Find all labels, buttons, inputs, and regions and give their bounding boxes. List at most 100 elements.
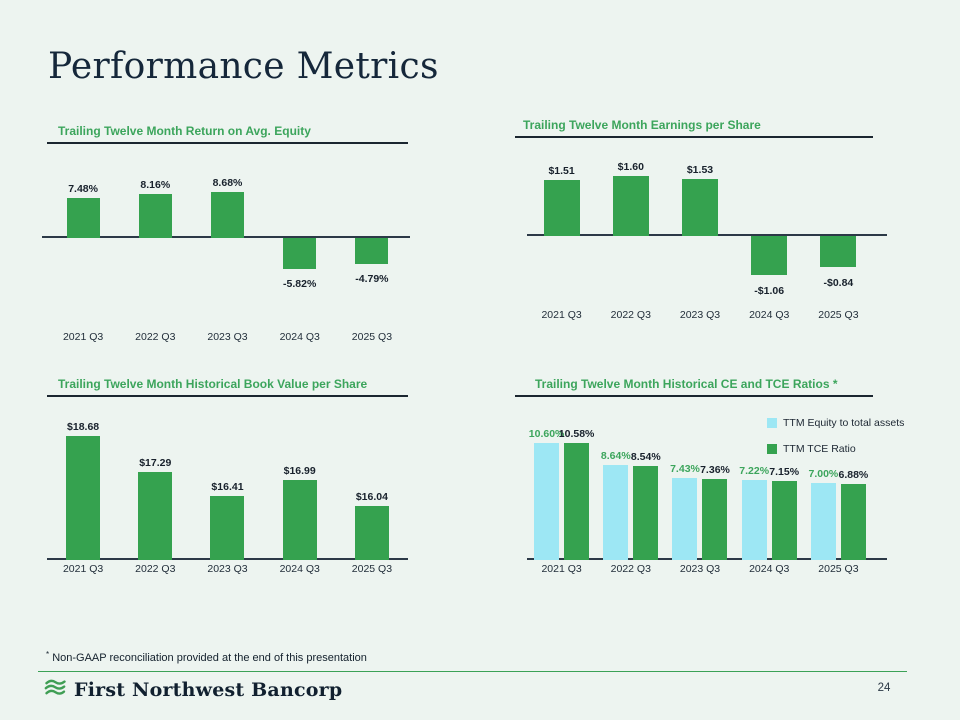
chart-panel-ce-tce-ratios: Trailing Twelve Month Historical CE and … [515, 377, 904, 575]
category-label: 2025 Q3 [351, 563, 393, 575]
category-label: 2021 Q3 [541, 309, 582, 321]
value-label: 7.36% [700, 464, 730, 476]
value-label: 7.15% [769, 466, 800, 478]
value-label: $1.51 [548, 165, 575, 177]
footnote: * Non-GAAP reconciliation provided at th… [46, 650, 367, 664]
footnote-text: Non-GAAP reconciliation provided at the … [52, 652, 367, 664]
bar [282, 480, 317, 560]
bar [702, 479, 728, 560]
value-label: 8.68% [212, 177, 243, 189]
chart-plot: 10.60% 10.58% 8.64% 8.54% 7.43% 7.36% 7.22% 7.1… [527, 401, 887, 560]
category-label: 2025 Q3 [818, 309, 859, 321]
bar [771, 481, 797, 560]
footer-divider [38, 671, 907, 672]
page-number: 24 [877, 682, 891, 694]
bar [210, 496, 245, 560]
bar [672, 478, 698, 560]
bar [66, 198, 100, 238]
chart-title: Trailing Twelve Month Return on Avg. Equ… [47, 124, 408, 144]
value-label: -$0.84 [823, 277, 854, 289]
chart-column: -$1.06 [735, 146, 804, 306]
chart-column: $1.53 [665, 146, 734, 306]
chart-plot: $18.68 $17.29 $16.41 $16.99 $16.04 [47, 401, 408, 560]
chart-panel-earnings-per-share: Trailing Twelve Month Earnings per Share… [515, 118, 887, 321]
chart-column: -5.82% [264, 146, 336, 328]
chart-column: 8.68% [191, 146, 263, 328]
category-label: 2021 Q3 [62, 331, 104, 343]
value-label: $16.99 [283, 465, 316, 477]
value-label: 10.60% [528, 428, 565, 440]
chart-column: 8.16% [119, 146, 191, 328]
value-label: $16.04 [355, 491, 388, 503]
bar [543, 180, 580, 236]
category-label: 2024 Q3 [279, 563, 320, 575]
category-label: 2022 Q3 [610, 309, 651, 321]
bar [283, 238, 317, 269]
category-label: 2023 Q3 [679, 563, 721, 575]
category-label: 2025 Q3 [818, 563, 859, 575]
bar [66, 436, 101, 560]
value-label: 6.88% [838, 469, 869, 481]
value-label: 7.22% [739, 465, 770, 477]
bar [810, 483, 836, 560]
chart-column: $16.99 [264, 401, 336, 560]
bar [355, 238, 389, 264]
bar [138, 472, 173, 560]
logo: First Northwest Bancorp [43, 678, 342, 702]
category-axis: 2021 Q3 2022 Q3 2023 Q3 2024 Q3 2025 Q3 [527, 563, 873, 575]
chart-column: $16.04 [336, 401, 408, 560]
category-axis: 2021 Q3 2022 Q3 2023 Q3 2024 Q3 2025 Q3 [47, 331, 408, 343]
chart-title: Trailing Twelve Month Earnings per Share [515, 118, 873, 138]
legend-swatch-green [767, 444, 777, 454]
value-label: -$1.06 [754, 285, 785, 297]
bar [751, 236, 788, 275]
category-label: 2023 Q3 [679, 309, 721, 321]
chart-panel-book-value-per-share: Trailing Twelve Month Historical Book Va… [47, 377, 408, 575]
bar [564, 443, 590, 560]
legend-label: TTM TCE Ratio [783, 443, 856, 455]
legend-item-equity-to-total-assets: TTM Equity to total assets [767, 417, 904, 429]
category-label: 2023 Q3 [207, 331, 248, 343]
value-label: 8.54% [630, 451, 661, 463]
bar [741, 480, 767, 560]
chart-column: 7.22% 7.15% [735, 401, 804, 560]
value-label: $1.60 [617, 161, 644, 173]
category-axis: 2021 Q3 2022 Q3 2023 Q3 2024 Q3 2025 Q3 [527, 309, 873, 321]
chart-title: Trailing Twelve Month Historical CE and … [515, 377, 873, 397]
legend-label: TTM Equity to total assets [783, 417, 905, 429]
value-label: -5.82% [283, 278, 317, 290]
chart-column: $1.60 [596, 146, 665, 306]
chart-column: $1.51 [527, 146, 596, 306]
category-label: 2022 Q3 [135, 563, 176, 575]
chart-plot: $1.51 $1.60 $1.53 -$1.06 -$0.84 [527, 146, 887, 306]
value-label: $1.53 [686, 164, 714, 176]
chart-column: -$0.84 [804, 146, 873, 306]
value-label: -4.79% [355, 273, 389, 285]
chart-plot: 7.48% 8.16% 8.68% -5.82% -4.79% [42, 146, 410, 328]
legend-swatch-light-blue [767, 418, 777, 428]
category-axis: 2021 Q3 2022 Q3 2023 Q3 2024 Q3 2025 Q3 [47, 563, 408, 575]
value-label: 8.16% [140, 179, 171, 191]
value-label: 7.48% [68, 183, 98, 195]
bar [603, 465, 629, 560]
bar [820, 236, 857, 267]
chart-column: $17.29 [119, 401, 191, 560]
value-label: 7.43% [670, 463, 700, 475]
bar [354, 506, 389, 560]
value-label: 8.64% [600, 450, 631, 462]
bar [534, 443, 560, 560]
logo-text: First Northwest Bancorp [74, 679, 343, 701]
category-label: 2023 Q3 [207, 563, 248, 575]
page-title: Performance Metrics [48, 46, 439, 87]
category-label: 2021 Q3 [62, 563, 104, 575]
value-label: $17.29 [139, 457, 172, 469]
chart-column: 10.60% 10.58% [527, 401, 596, 560]
chart-column: 7.48% [47, 146, 119, 328]
category-label: 2022 Q3 [135, 331, 176, 343]
bar [612, 176, 649, 236]
chart-column: 8.64% 8.54% [596, 401, 665, 560]
value-label: $18.68 [67, 421, 100, 433]
category-label: 2025 Q3 [351, 331, 393, 343]
category-label: 2024 Q3 [749, 563, 790, 575]
